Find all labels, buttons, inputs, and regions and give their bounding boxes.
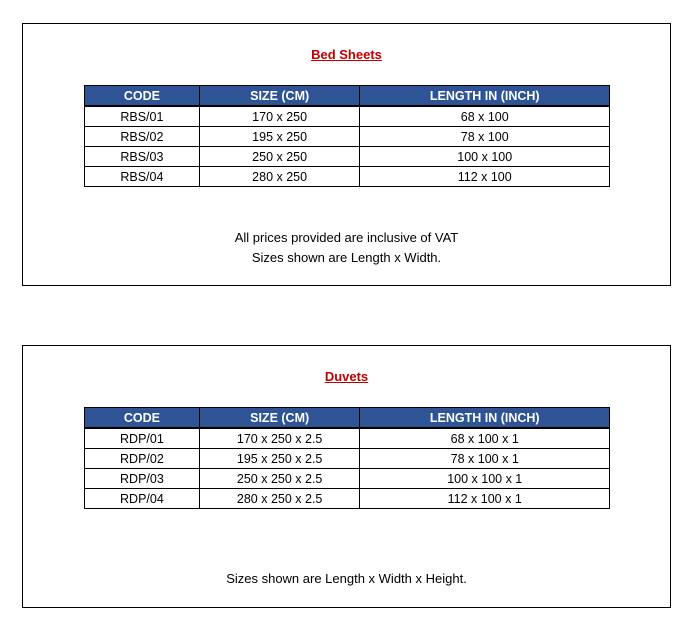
bed-sheets-notes: All prices provided are inclusive of VAT… [23,228,670,268]
duvets-title: Duvets [324,369,369,384]
code-cell: RDP/02 [84,448,200,469]
size-cm-cell: 195 x 250 [198,126,361,147]
size-cm-cell: 195 x 250 x 2.5 [198,448,361,469]
size-note: Sizes shown are Length x Width. [251,250,442,265]
table-row: RDP/03 250 x 250 x 2.5 100 x 100 x 1 [84,468,610,489]
bed-sheets-title: Bed Sheets [311,47,382,62]
length-inch-cell: 68 x 100 [359,105,610,127]
size-note: Sizes shown are Length x Width x Height. [226,571,467,586]
duvets-panel: Duvets CODE SIZE (CM) LENGTH IN (INCH) R… [22,345,671,608]
table-row: RDP/04 280 x 250 x 2.5 112 x 100 x 1 [84,488,610,509]
table-row: RBS/04 280 x 250 112 x 100 [84,166,610,187]
length-inch-cell: 112 x 100 x 1 [359,488,610,509]
length-inch-cell: 78 x 100 x 1 [359,448,610,469]
length-inch-cell: 100 x 100 [359,146,610,167]
length-inch-cell: 112 x 100 [359,166,610,187]
header-size-cm: SIZE (CM) [198,85,361,107]
code-cell: RBS/04 [84,166,200,187]
code-cell: RBS/01 [84,105,200,127]
duvets-notes: Sizes shown are Length x Width x Height. [23,569,670,589]
code-cell: RDP/04 [84,488,200,509]
table-row: RBS/02 195 x 250 78 x 100 [84,126,610,147]
table-header-row: CODE SIZE (CM) LENGTH IN (INCH) [84,407,610,429]
size-cm-cell: 250 x 250 x 2.5 [198,468,361,489]
header-length-inch: LENGTH IN (INCH) [359,407,610,429]
size-cm-cell: 280 x 250 x 2.5 [198,488,361,509]
length-inch-cell: 78 x 100 [359,126,610,147]
table-row: RDP/02 195 x 250 x 2.5 78 x 100 x 1 [84,448,610,469]
table-row: RBS/03 250 x 250 100 x 100 [84,146,610,167]
length-inch-cell: 100 x 100 x 1 [359,468,610,489]
size-cm-cell: 170 x 250 [198,105,361,127]
header-size-cm: SIZE (CM) [198,407,361,429]
header-code: CODE [84,85,200,107]
code-cell: RBS/02 [84,126,200,147]
header-length-inch: LENGTH IN (INCH) [359,85,610,107]
duvets-table: CODE SIZE (CM) LENGTH IN (INCH) RDP/01 1… [84,407,610,509]
code-cell: RDP/01 [84,427,200,449]
table-header-row: CODE SIZE (CM) LENGTH IN (INCH) [84,85,610,107]
length-inch-cell: 68 x 100 x 1 [359,427,610,449]
table-row: RDP/01 170 x 250 x 2.5 68 x 100 x 1 [84,427,610,449]
vat-note: All prices provided are inclusive of VAT [234,230,459,245]
size-cm-cell: 280 x 250 [198,166,361,187]
bed-sheets-panel: Bed Sheets CODE SIZE (CM) LENGTH IN (INC… [22,23,671,286]
code-cell: RDP/03 [84,468,200,489]
size-cm-cell: 170 x 250 x 2.5 [198,427,361,449]
table-row: RBS/01 170 x 250 68 x 100 [84,105,610,127]
bed-sheets-table: CODE SIZE (CM) LENGTH IN (INCH) RBS/01 1… [84,85,610,187]
size-cm-cell: 250 x 250 [198,146,361,167]
header-code: CODE [84,407,200,429]
code-cell: RBS/03 [84,146,200,167]
